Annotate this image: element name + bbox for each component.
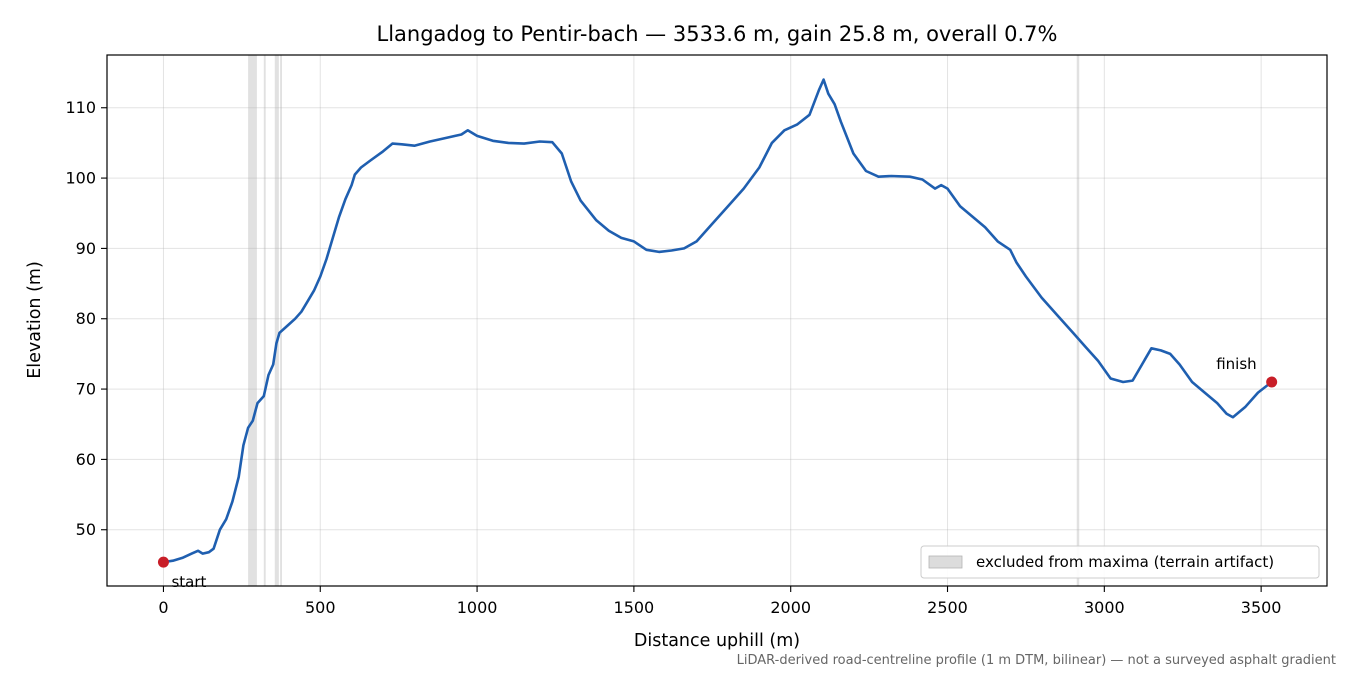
x-tick-label: 1500	[614, 598, 655, 617]
grid-lines	[107, 55, 1327, 586]
chart-title: Llangadog to Pentir-bach — 3533.6 m, gai…	[377, 22, 1058, 46]
excluded-span	[280, 55, 283, 586]
y-tick-label: 110	[65, 98, 96, 117]
y-axis-ticks: 50 60 70 80 90 100 110	[65, 98, 107, 539]
legend: excluded from maxima (terrain artifact)	[920, 545, 1320, 579]
y-axis-label: Elevation (m)	[25, 261, 45, 379]
x-tick-label: 1000	[457, 598, 498, 617]
start-label: start	[171, 573, 206, 591]
y-tick-label: 70	[76, 380, 96, 399]
elevation-line	[162, 78, 1273, 564]
start-marker	[157, 556, 169, 568]
x-tick-label: 2500	[927, 598, 968, 617]
legend-label: excluded from maxima (terrain artifact)	[976, 553, 1274, 571]
x-tick-label: 2000	[770, 598, 811, 617]
legend-swatch	[928, 555, 963, 569]
x-tick-label: 0	[158, 598, 168, 617]
y-tick-label: 60	[76, 450, 96, 469]
x-tick-label: 3500	[1241, 598, 1282, 617]
excluded-span	[248, 55, 257, 586]
series-layer	[162, 78, 1273, 564]
x-axis-label: Distance uphill (m)	[634, 631, 800, 651]
finish-marker	[1266, 376, 1278, 388]
excluded-span	[263, 55, 266, 586]
excluded-span	[274, 55, 279, 586]
y-tick-label: 100	[65, 169, 96, 188]
y-tick-label: 50	[76, 520, 96, 539]
excluded-spans	[248, 55, 1080, 586]
excluded-span	[1076, 55, 1080, 586]
finish-label: finish	[1216, 355, 1256, 373]
x-tick-label: 500	[305, 598, 336, 617]
x-tick-label: 3000	[1084, 598, 1125, 617]
y-tick-label: 80	[76, 309, 96, 328]
x-axis-ticks: 0 500 1000 1500 2000 2500 3000 3500	[158, 586, 1281, 617]
y-tick-label: 90	[76, 239, 96, 258]
legend-box	[920, 545, 1320, 579]
plot-frame	[106, 54, 1328, 587]
footnote: LiDAR-derived road-centreline profile (1…	[737, 653, 1336, 668]
